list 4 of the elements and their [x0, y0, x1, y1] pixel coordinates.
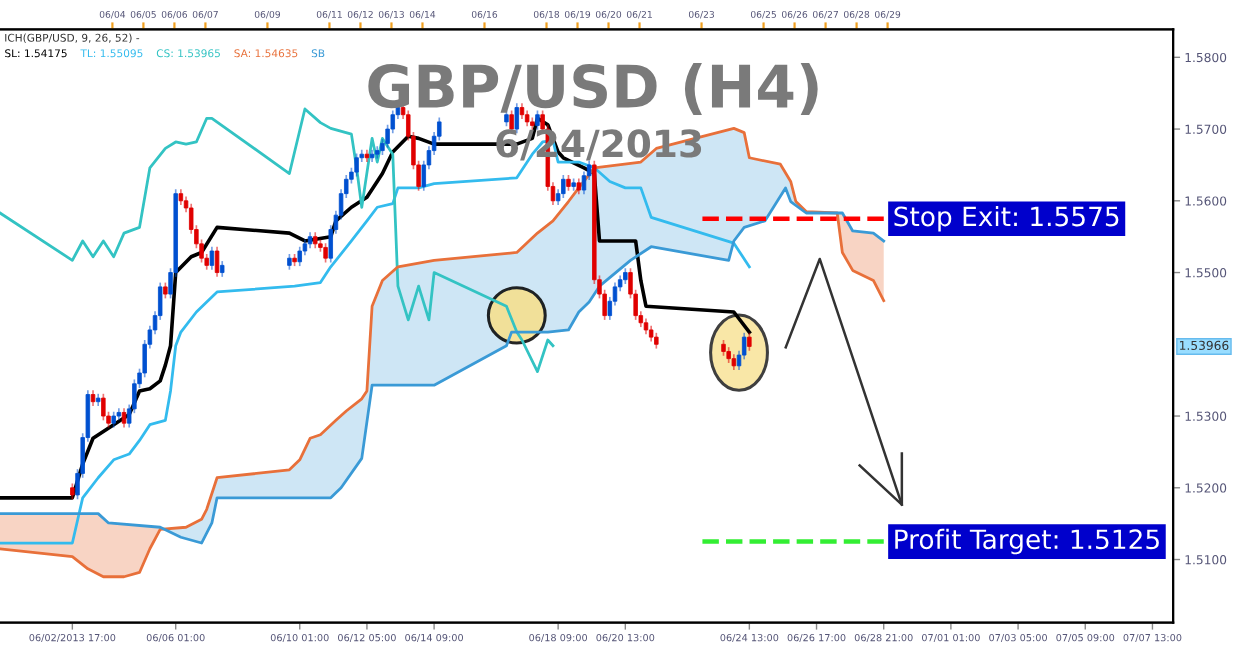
line-series [0, 186, 886, 545]
ref-line-label: Profit Target: 1.5125 [895, 528, 1159, 555]
text: GBP/USD (H4) [368, 63, 818, 116]
ref-line-label: Stop Exit: 1.5575 [894, 205, 1119, 232]
